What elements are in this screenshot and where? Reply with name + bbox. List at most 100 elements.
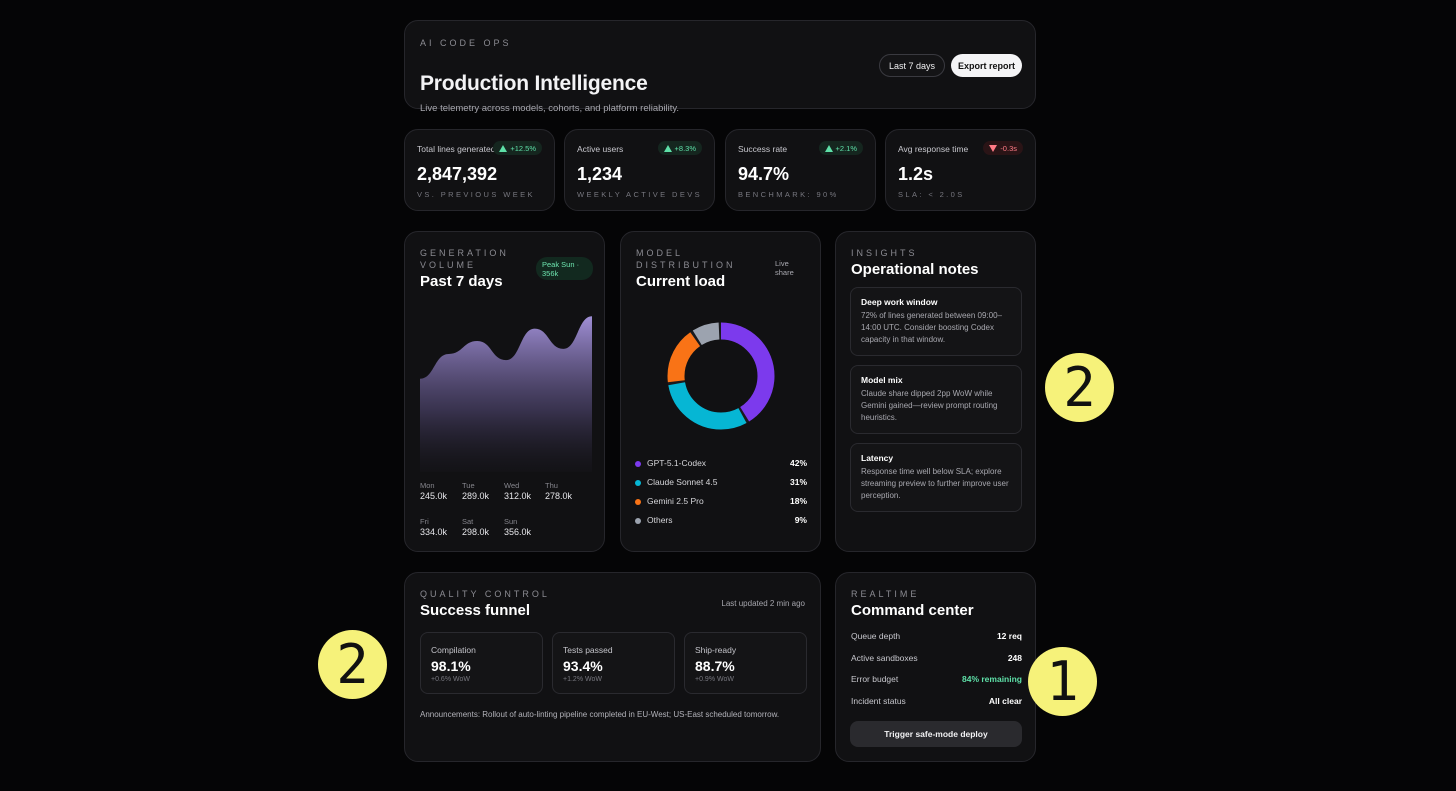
kpi-label: Avg response time — [898, 144, 969, 154]
day-label: Sun — [504, 517, 518, 526]
day-value: 312.0k — [504, 491, 532, 501]
page-subtitle: Live telemetry across models, cohorts, a… — [420, 103, 680, 114]
kpi-label: Active users — [577, 144, 624, 154]
command-center-card: REALTIME Command center Queue depth 12 re… — [835, 572, 1036, 762]
date-range-button[interactable]: Last 7 days — [879, 54, 945, 77]
kpi-caption: SLA: < 2.0S — [898, 190, 965, 199]
kpi-caption: WEEKLY ACTIVE DEVS — [577, 190, 703, 199]
insight-note: Model mix Claude share dipped 2pp WoW wh… — [850, 365, 1022, 434]
stage-value: 88.7% — [695, 658, 735, 674]
stage-label: Compilation — [431, 645, 476, 655]
kpi-value: 94.7% — [738, 164, 790, 184]
status-value: 12 req — [996, 631, 1022, 641]
kpi-value: 1.2s — [898, 164, 934, 184]
stage-label: Tests passed — [563, 645, 613, 655]
generation-area — [420, 316, 592, 472]
stage-label: Ship-ready — [695, 645, 737, 655]
header-eyebrow: AI CODE OPS — [420, 38, 512, 48]
status-row: Active sandboxes 248 — [851, 653, 1022, 663]
status-label: Queue depth — [851, 631, 901, 641]
kpi-delta-badge: -0.3s — [983, 141, 1023, 155]
day-label: Tue — [462, 481, 475, 490]
insights-card: INSIGHTS Operational notes Deep work win… — [835, 231, 1036, 552]
legend-swatch — [635, 480, 641, 486]
kpi-delta-badge: +8.3% — [657, 141, 702, 155]
kpi-label: Total lines generated — [417, 144, 496, 154]
generation-eyebrow: GENERATION VOLUME — [420, 248, 509, 270]
model-donut-chart — [667, 322, 775, 430]
day-value: 356.0k — [504, 527, 532, 537]
day-value: 278.0k — [545, 491, 573, 501]
stage-value: 93.4% — [563, 658, 603, 674]
legend-swatch — [635, 461, 641, 467]
stage-delta: +1.2% WoW — [563, 676, 602, 683]
day-label: Thu — [545, 481, 558, 490]
day-label: Fri — [420, 517, 429, 526]
generation-area-chart — [420, 316, 592, 472]
insights-title: Operational notes — [851, 261, 979, 278]
stage-delta: +0.9% WoW — [695, 676, 734, 683]
note-body: Claude share dipped 2pp WoW while Gemini… — [861, 389, 998, 422]
kpi-caption: BENCHMARK: 90% — [738, 190, 839, 199]
donut-slice-1 — [667, 322, 775, 430]
kpi-card-total-lines: Total lines generated +12.5% 2,847,392 V… — [404, 129, 555, 211]
legend-swatch — [635, 499, 641, 505]
quality-title: Success funnel — [420, 602, 531, 619]
stage-delta: +0.6% WoW — [431, 676, 470, 683]
trend-up-icon — [499, 144, 508, 152]
legend-item: Claude Sonnet 4.5 31% — [635, 477, 807, 489]
funnel-stage: Compilation 98.1% +0.6% WoW — [420, 632, 543, 694]
quality-control-card: QUALITY CONTROL Success funnel Last upda… — [404, 572, 821, 762]
legend-item: GPT-5.1-Codex 42% — [635, 458, 807, 470]
status-row: Error budget 84% remaining — [851, 674, 1022, 684]
status-value: 84% remaining — [962, 674, 1022, 684]
quality-eyebrow: QUALITY CONTROL — [420, 589, 550, 599]
day-value: 245.0k — [420, 491, 448, 501]
peak-badge: Peak Sun · 356k — [536, 257, 593, 280]
legend-item: Others 9% — [635, 515, 807, 527]
generation-title: Past 7 days — [420, 273, 503, 290]
live-share-label: Live share — [775, 259, 794, 277]
insight-note: Latency Response time well below SLA; ex… — [850, 443, 1022, 512]
day-value: 334.0k — [420, 527, 448, 537]
stage-value: 98.1% — [431, 658, 471, 674]
note-title: Deep work window — [861, 297, 938, 307]
legend-item: Gemini 2.5 Pro 18% — [635, 496, 807, 508]
day-label: Mon — [420, 481, 435, 490]
trend-up-icon — [824, 144, 833, 152]
kpi-card-response-time: Avg response time -0.3s 1.2s SLA: < 2.0S — [885, 129, 1036, 211]
command-title: Command center — [851, 602, 974, 619]
trend-down-icon — [989, 144, 998, 152]
kpi-label: Success rate — [738, 144, 788, 154]
command-eyebrow: REALTIME — [851, 589, 920, 599]
kpi-card-success-rate: Success rate +2.1% 94.7% BENCHMARK: 90% — [725, 129, 876, 211]
status-label: Active sandboxes — [851, 653, 918, 663]
announcement-text: Announcements: Rollout of auto-linting p… — [420, 710, 780, 719]
page-title: Production Intelligence — [420, 72, 648, 95]
funnel-stage: Tests passed 93.4% +1.2% WoW — [552, 632, 675, 694]
distribution-eyebrow: MODEL DISTRIBUTION — [636, 248, 736, 270]
trend-up-icon — [663, 144, 672, 152]
donut-slice-2 — [667, 322, 775, 430]
annotation-marker-insights: 2 — [1045, 353, 1114, 422]
kpi-delta-badge: +12.5% — [493, 141, 542, 155]
note-title: Model mix — [861, 375, 903, 385]
last-updated: Last updated 2 min ago — [721, 599, 805, 608]
legend-swatch — [635, 518, 641, 524]
status-value: All clear — [988, 696, 1022, 706]
generation-volume-card: GENERATION VOLUME Past 7 days Peak Sun ·… — [404, 231, 605, 552]
status-label: Incident status — [851, 696, 906, 706]
distribution-title: Current load — [636, 273, 726, 290]
kpi-value: 1,234 — [577, 164, 623, 184]
insight-note: Deep work window 72% of lines generated … — [850, 287, 1022, 356]
kpi-value: 2,847,392 — [417, 164, 498, 184]
safe-mode-deploy-button[interactable]: Trigger safe-mode deploy — [850, 721, 1022, 747]
day-value: 289.0k — [462, 491, 490, 501]
status-value: 248 — [1007, 653, 1022, 663]
note-body: 72% of lines generated between 09:00–14:… — [861, 311, 1002, 344]
status-row: Queue depth 12 req — [851, 631, 1022, 641]
day-label: Sat — [462, 517, 474, 526]
model-distribution-card: MODEL DISTRIBUTION Current load Live sha… — [620, 231, 821, 552]
note-title: Latency — [861, 453, 894, 463]
export-report-button[interactable]: Export report — [951, 54, 1022, 77]
